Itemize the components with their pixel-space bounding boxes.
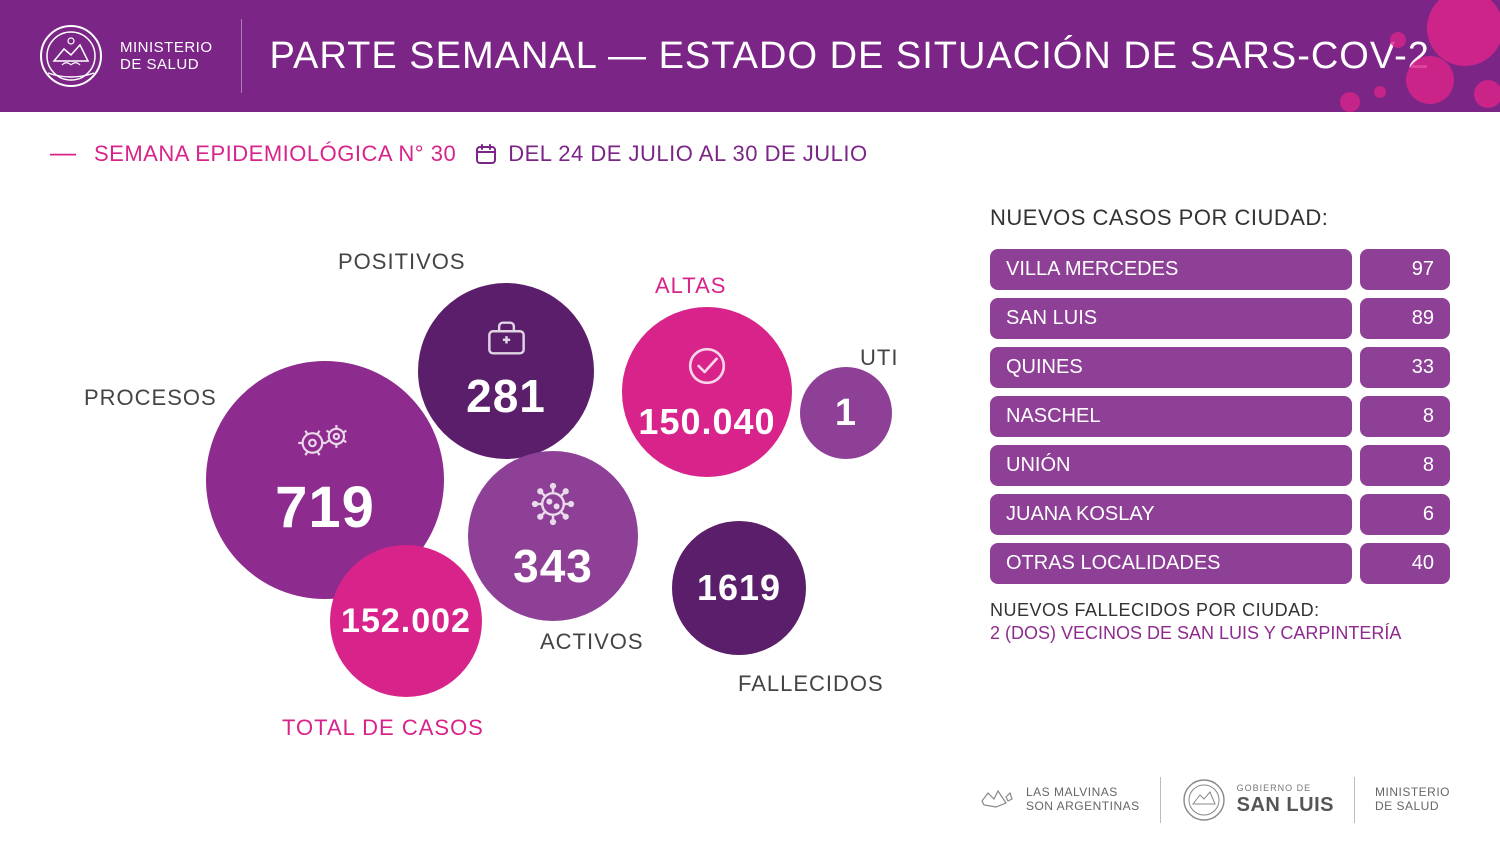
check-icon — [683, 342, 731, 395]
ministry-label: MINISTERIO DE SALUD — [120, 39, 213, 74]
bubble-value-altas: 150.040 — [638, 401, 775, 443]
malvinas-line1: LAS MALVINAS — [1026, 786, 1140, 800]
footer-divider-1 — [1160, 777, 1161, 823]
city-row: SAN LUIS89 — [990, 298, 1450, 339]
city-row: JUANA KOSLAY6 — [990, 494, 1450, 535]
city-name: NASCHEL — [990, 396, 1352, 437]
bubble-positivos: 281 — [418, 283, 594, 459]
bubble-label-positivos: POSITIVOS — [338, 249, 466, 275]
date-range-text: DEL 24 DE JULIO AL 30 DE JULIO — [508, 141, 867, 167]
city-value: 97 — [1360, 249, 1450, 290]
gears-icon — [292, 419, 359, 468]
bubble-value-activos: 343 — [513, 539, 593, 593]
city-value: 40 — [1360, 543, 1450, 584]
gov-prefix: GOBIERNO DE — [1237, 783, 1334, 793]
bubble-chart: 719 PROCESOS 281 POSITIVOS 343 ACTIVOS 150.… — [50, 199, 950, 769]
footer-ministry: MINISTERIO DE SALUD — [1375, 786, 1450, 814]
ministry-label-line1: MINISTERIO — [120, 39, 213, 56]
bubble-label-altas: ALTAS — [655, 273, 726, 299]
header-logo-block: MINISTERIO DE SALUD — [36, 21, 213, 91]
footer-malvinas: LAS MALVINAS SON ARGENTINAS — [976, 783, 1140, 817]
city-name: OTRAS LOCALIDADES — [990, 543, 1352, 584]
malvinas-icon — [976, 783, 1016, 817]
virus-icon — [529, 480, 577, 533]
city-row: QUINES33 — [990, 347, 1450, 388]
bubble-altas: 150.040 — [622, 307, 792, 477]
footer-ministry-l2: DE SALUD — [1375, 800, 1450, 814]
city-name: UNIÓN — [990, 445, 1352, 486]
bubble-value-positivos: 281 — [466, 369, 546, 423]
bubble-label-uti: UTI — [860, 345, 898, 371]
briefcase-icon — [482, 319, 531, 363]
city-value: 6 — [1360, 494, 1450, 535]
bubble-value-fallecidos: 1619 — [697, 567, 781, 609]
report-header: MINISTERIO DE SALUD PARTE SEMANAL — ESTA… — [0, 0, 1500, 112]
tick-decor-icon: — — [50, 137, 76, 168]
city-panel: NUEVOS CASOS POR CIUDAD: VILLA MERCEDES9… — [990, 199, 1450, 769]
week-label: SEMANA EPIDEMIOLÓGICA N° 30 — [94, 141, 456, 167]
footer: LAS MALVINAS SON ARGENTINAS GOBIERNO DE … — [976, 777, 1450, 823]
content-area: 719 PROCESOS 281 POSITIVOS 343 ACTIVOS 150.… — [0, 179, 1500, 769]
bubble-label-activos: ACTIVOS — [540, 629, 644, 655]
city-value: 8 — [1360, 396, 1450, 437]
bubble-label-procesos: PROCESOS — [84, 385, 217, 411]
deaths-detail: 2 (DOS) VECINOS DE SAN LUIS Y CARPINTERÍ… — [990, 623, 1450, 644]
bubble-uti: 1 — [800, 367, 892, 459]
bubble-value-procesos: 719 — [275, 474, 375, 541]
bubble-value-total: 152.002 — [341, 602, 471, 641]
subheader: — SEMANA EPIDEMIOLÓGICA N° 30 DEL 24 DE … — [0, 112, 1500, 179]
city-name: QUINES — [990, 347, 1352, 388]
footer-ministry-l1: MINISTERIO — [1375, 786, 1450, 800]
bubble-value-uti: 1 — [835, 392, 857, 435]
date-range-block: DEL 24 DE JULIO AL 30 DE JULIO — [474, 141, 867, 167]
bubble-label-fallecidos: FALLECIDOS — [738, 671, 884, 697]
calendar-icon — [474, 142, 498, 166]
bubble-fallecidos: 1619 — [672, 521, 806, 655]
bubble-label-total: TOTAL DE CASOS — [282, 715, 484, 741]
city-list: VILLA MERCEDES97SAN LUIS89QUINES33NASCHE… — [990, 249, 1450, 584]
city-row: NASCHEL8 — [990, 396, 1450, 437]
footer-emblem-icon — [1181, 777, 1227, 823]
city-value: 8 — [1360, 445, 1450, 486]
bubble-activos: 343 — [468, 451, 638, 621]
city-row: VILLA MERCEDES97 — [990, 249, 1450, 290]
gov-name: SAN LUIS — [1237, 794, 1334, 817]
province-emblem-icon — [36, 21, 106, 91]
bubble-total: 152.002 — [330, 545, 482, 697]
footer-divider-2 — [1354, 777, 1355, 823]
city-name: VILLA MERCEDES — [990, 249, 1352, 290]
city-panel-title: NUEVOS CASOS POR CIUDAD: — [990, 205, 1450, 231]
city-row: UNIÓN8 — [990, 445, 1450, 486]
city-name: SAN LUIS — [990, 298, 1352, 339]
footer-gov: GOBIERNO DE SAN LUIS — [1181, 777, 1334, 823]
city-row: OTRAS LOCALIDADES40 — [990, 543, 1450, 584]
city-value: 89 — [1360, 298, 1450, 339]
malvinas-line2: SON ARGENTINAS — [1026, 800, 1140, 814]
ministry-label-line2: DE SALUD — [120, 56, 213, 73]
header-divider — [241, 19, 242, 93]
city-name: JUANA KOSLAY — [990, 494, 1352, 535]
city-value: 33 — [1360, 347, 1450, 388]
deaths-title: NUEVOS FALLECIDOS POR CIUDAD: — [990, 600, 1450, 621]
report-title: PARTE SEMANAL — ESTADO DE SITUACIÓN DE S… — [270, 35, 1430, 78]
